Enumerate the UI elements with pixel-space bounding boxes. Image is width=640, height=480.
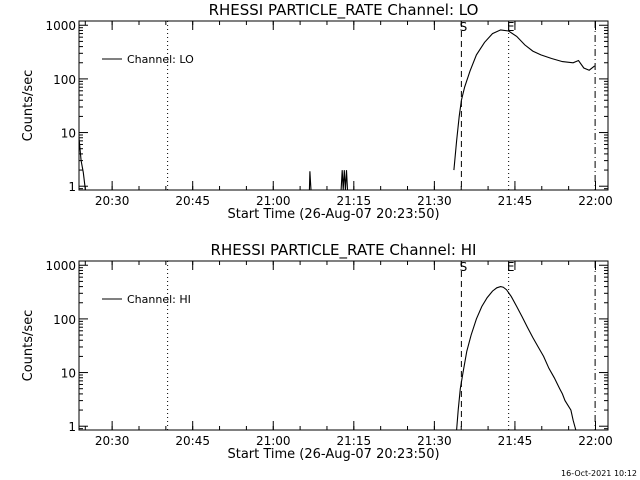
x-tick-label: 21:45 [498,194,533,208]
series-line-segment [308,171,312,191]
marker-label: S [460,260,468,274]
x-tick-label: 20:45 [175,434,210,448]
series-line-segment [456,286,577,431]
y-tick-label: 100 [53,313,76,327]
series-line-segment [340,170,349,191]
x-tick-label: 21:30 [417,194,452,208]
marker-label: E [507,20,515,34]
series-line-segment [78,137,86,191]
x-tick-label: 22:00 [578,194,613,208]
y-tick-label: 1 [68,420,76,434]
y-tick-label: 10 [61,127,76,141]
x-axis-label: Start Time (26-Aug-07 20:23:50) [227,207,439,222]
chart-title: RHESSI PARTICLE_RATE Channel: HI [211,241,477,260]
y-axis-label: Counts/sec [21,70,36,142]
x-tick-label: 22:00 [578,434,613,448]
plot-frame [78,260,609,431]
x-tick-label: 21:00 [256,434,291,448]
x-tick-label: 21:15 [337,194,372,208]
x-tick-label: 21:45 [498,434,533,448]
x-tick-label: 20:30 [95,194,130,208]
x-tick-label: 21:30 [417,434,452,448]
legend-label: Channel: LO [127,53,194,66]
timestamp-footer: 16-Oct-2021 10:12 [561,469,637,478]
y-tick-label: 100 [53,73,76,87]
y-tick-label: 1 [68,180,76,194]
y-axis-label: Counts/sec [21,310,36,382]
x-axis-label: Start Time (26-Aug-07 20:23:50) [227,447,439,462]
plot-frame [78,20,609,191]
y-tick-label: 1000 [45,19,76,33]
y-tick-label: 1000 [45,259,76,273]
chart-title: RHESSI PARTICLE_RATE Channel: LO [209,1,479,20]
lo-channel-panel: RHESSI PARTICLE_RATE Channel: LO 1 10 100 10… [21,1,613,222]
series-line-segment [453,29,595,171]
marker-label: S [460,20,468,34]
x-tick-label: 21:00 [256,194,291,208]
marker-label: E [507,260,515,274]
x-tick-label: 20:30 [95,434,130,448]
x-tick-label: 20:45 [175,194,210,208]
x-tick-label: 21:15 [337,434,372,448]
legend-label: Channel: HI [127,293,191,306]
y-tick-label: 10 [61,367,76,381]
hi-channel-panel: RHESSI PARTICLE_RATE Channel: HI 1 10 100 10… [21,241,613,462]
